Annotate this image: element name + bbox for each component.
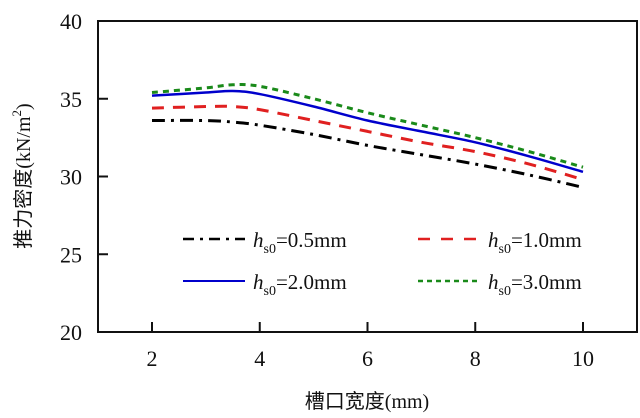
legend-label: hs0=2.0mm (253, 270, 347, 299)
x-tick-label: 8 (470, 346, 481, 371)
legend: hs0=0.5mm hs0=1.0mm hs0=2.0mm hs0=3.0mm (183, 228, 582, 299)
tick-labels: 2 4 6 8 10 20 25 30 35 40 (60, 9, 594, 371)
y-tick-label: 40 (60, 9, 82, 34)
x-tick-label: 2 (147, 346, 158, 371)
y-tick-label: 35 (60, 87, 82, 112)
y-axis-label-sup: 2 (9, 110, 24, 117)
y-axis-label: 推力密度(kN/m2) (9, 103, 35, 248)
data-lines (151, 83, 584, 189)
axis-ticks (98, 97, 584, 332)
legend-label: hs0=1.0mm (488, 228, 582, 257)
y-tick-label: 25 (60, 242, 82, 267)
series-line (151, 89, 584, 174)
x-tick-label: 4 (254, 346, 265, 371)
svg-text:推力密度(kN/m2): 推力密度(kN/m2) (9, 103, 35, 248)
x-axis-label: 槽口宽度(mm) (305, 390, 429, 413)
x-tick-label: 6 (362, 346, 373, 371)
y-tick-label: 20 (60, 320, 82, 345)
legend-label: hs0=3.0mm (488, 270, 582, 299)
y-tick-label: 30 (60, 165, 82, 190)
y-axis-label-main: 推力密度(kN/m (12, 116, 35, 249)
series-line (151, 83, 584, 169)
y-axis-label-close: ) (13, 103, 35, 110)
x-tick-label: 10 (572, 346, 594, 371)
legend-label: hs0=0.5mm (253, 228, 347, 257)
series-line (151, 104, 584, 182)
